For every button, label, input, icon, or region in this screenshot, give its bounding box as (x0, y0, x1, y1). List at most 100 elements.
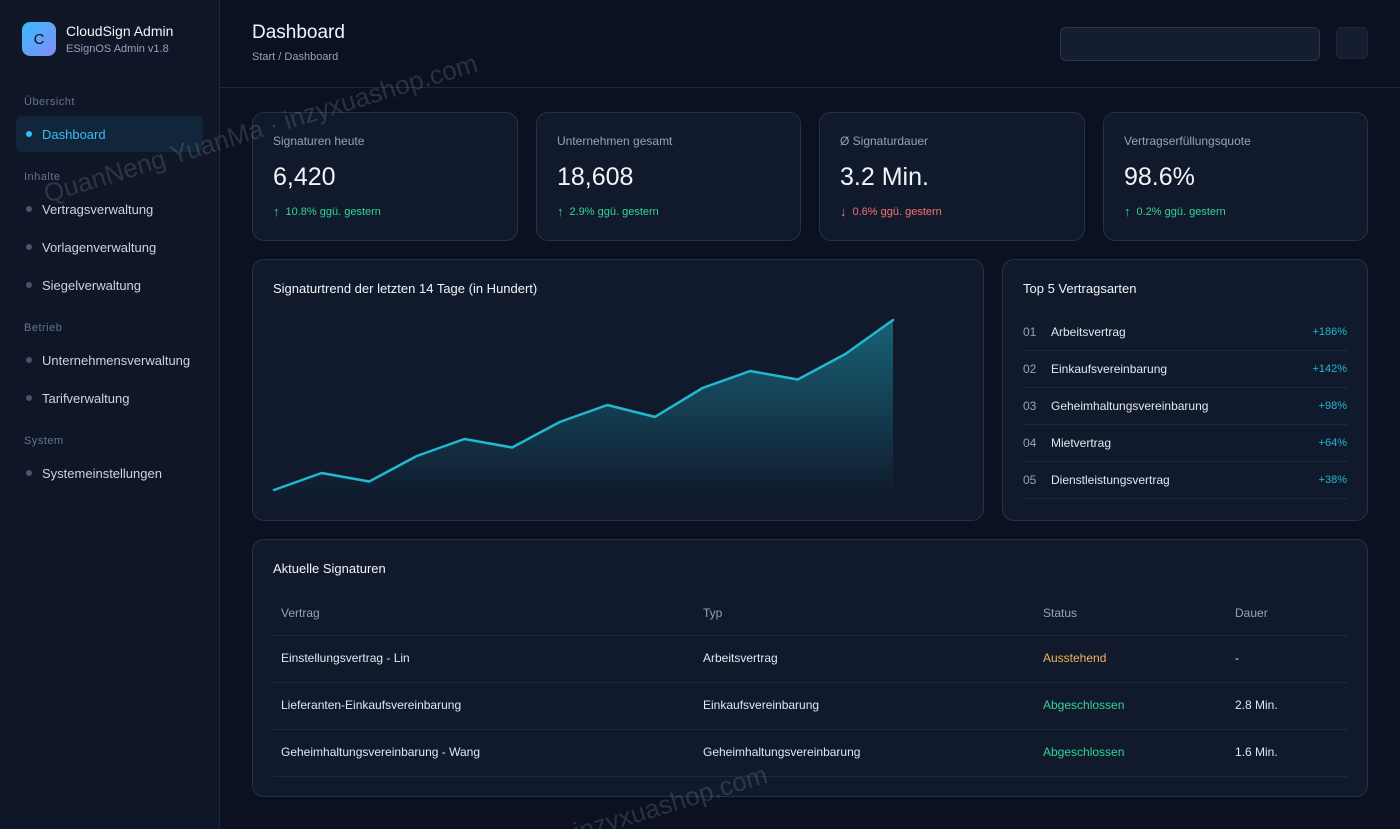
column-header-duration[interactable]: Dauer (1235, 606, 1268, 620)
user-menu-button[interactable] (1336, 27, 1368, 59)
list-item[interactable]: 02 Einkaufsvereinbarung +142% (1023, 351, 1347, 388)
kpi-label: Ø Signaturdauer (840, 134, 929, 148)
brand-text: CloudSign Admin ESignOS Admin v1.8 (66, 22, 173, 56)
kpi-trend-text: 0.6% ggü. gestern (852, 205, 942, 218)
sidebar-item-label: Tarifverwaltung (42, 390, 130, 406)
sidebar-item-label: Dashboard (42, 126, 106, 142)
kpi-label: Vertragserfüllungsquote (1124, 134, 1251, 148)
search-input[interactable] (1060, 27, 1320, 61)
trend-chart-card: Signaturtrend der letzten 14 Tage (in Hu… (252, 259, 984, 521)
sidebar-item-label: Systemeinstellungen (42, 465, 162, 481)
cell-type: Einkaufsvereinbarung (703, 698, 820, 712)
bullet-icon (26, 470, 32, 476)
kpi-trend: ↑ 10.8% ggü. gestern (273, 204, 381, 219)
bullet-icon (26, 244, 32, 250)
column-header-status[interactable]: Status (1043, 606, 1078, 620)
top5-rank: 02 (1023, 362, 1037, 376)
arrow-up-icon: ↑ (557, 204, 564, 219)
page-title: Dashboard (252, 22, 345, 43)
brand-name: CloudSign Admin (66, 23, 174, 39)
bullet-icon (26, 206, 32, 212)
chart-title: Signaturtrend der letzten 14 Tage (in Hu… (273, 281, 538, 296)
kpi-value: 18,608 (557, 163, 634, 191)
top5-rank: 03 (1023, 399, 1037, 413)
nav-section-operations: Betrieb (24, 322, 63, 334)
top5-value: +38% (1318, 474, 1347, 486)
top5-rank: 05 (1023, 473, 1037, 487)
divider (273, 635, 1347, 636)
sidebar-item-unternehmensverwaltung[interactable]: Unternehmensverwaltung (16, 342, 203, 378)
topbar: Dashboard Start / Dashboard (220, 0, 1400, 88)
list-item[interactable]: 03 Geheimhaltungsvereinbarung +98% (1023, 388, 1347, 425)
column-header-type[interactable]: Typ (703, 606, 723, 620)
top5-value: +186% (1312, 326, 1347, 338)
nav-section-overview: Übersicht (24, 96, 75, 108)
cell-contract: Lieferanten-Einkaufsvereinbarung (281, 698, 462, 712)
nav-section-content: Inhalte (24, 171, 61, 183)
list-item[interactable]: 01 Arbeitsvertrag +186% (1023, 314, 1347, 351)
table-title: Aktuelle Signaturen (273, 561, 386, 576)
bullet-icon (26, 357, 32, 363)
cell-type: Geheimhaltungsvereinbarung (703, 745, 861, 759)
divider (273, 682, 1347, 683)
top5-name: Einkaufsvereinbarung (1051, 362, 1168, 376)
kpi-trend: ↑ 2.9% ggü. gestern (557, 204, 659, 219)
kpi-value: 6,420 (273, 163, 336, 191)
sidebar-item-label: Vertragsverwaltung (42, 201, 154, 217)
cell-contract: Einstellungsvertrag - Lin (281, 651, 410, 665)
breadcrumb[interactable]: Start / Dashboard (252, 51, 339, 63)
sidebar-item-vorlagenverwaltung[interactable]: Vorlagenverwaltung (16, 229, 203, 265)
cell-duration: 1.6 Min. (1235, 745, 1278, 759)
top5-value: +64% (1318, 437, 1347, 449)
kpi-trend: ↑ 0.2% ggü. gestern (1124, 204, 1226, 219)
cell-duration: 2.8 Min. (1235, 698, 1278, 712)
nav-section-system: System (24, 435, 64, 447)
top5-name: Geheimhaltungsvereinbarung (1051, 399, 1209, 413)
kpi-card-companies-total: Unternehmen gesamt 18,608 ↑ 2.9% ggü. ge… (536, 112, 801, 241)
sidebar-item-label: Vorlagenverwaltung (42, 239, 157, 255)
kpi-trend-text: 10.8% ggü. gestern (285, 205, 381, 218)
kpi-card-fulfillment-rate: Vertragserfüllungsquote 98.6% ↑ 0.2% ggü… (1103, 112, 1368, 241)
divider (273, 776, 1347, 777)
brand[interactable]: C CloudSign Admin ESignOS Admin v1.8 (22, 22, 173, 56)
cell-contract: Geheimhaltungsvereinbarung - Wang (281, 745, 481, 759)
status-badge: Abgeschlossen (1043, 745, 1125, 759)
kpi-trend: ↓ 0.6% ggü. gestern (840, 204, 942, 219)
bullet-icon (26, 282, 32, 288)
kpi-card-signatures-today: Signaturen heute 6,420 ↑ 10.8% ggü. gest… (252, 112, 518, 241)
sidebar-item-vertragsverwaltung[interactable]: Vertragsverwaltung (16, 191, 203, 227)
sidebar-item-dashboard[interactable]: Dashboard (16, 116, 203, 152)
arrow-up-icon: ↑ (1124, 204, 1131, 219)
sidebar-item-label: Unternehmensverwaltung (42, 352, 191, 368)
kpi-value: 3.2 Min. (840, 163, 929, 191)
top5-name: Dienstleistungsvertrag (1051, 473, 1170, 487)
status-badge: Abgeschlossen (1043, 698, 1125, 712)
top5-card: Top 5 Vertragsarten 01 Arbeitsvertrag +1… (1002, 259, 1368, 521)
cell-duration: - (1235, 651, 1239, 665)
top5-rank: 04 (1023, 436, 1037, 450)
top5-title: Top 5 Vertragsarten (1023, 281, 1137, 296)
kpi-value: 98.6% (1124, 163, 1195, 191)
top5-name: Mietvertrag (1051, 436, 1112, 450)
status-badge: Ausstehend (1043, 651, 1107, 665)
top5-value: +98% (1318, 400, 1347, 412)
sidebar: C CloudSign Admin ESignOS Admin v1.8 Übe… (0, 0, 220, 829)
brand-logo: C (22, 22, 56, 56)
kpi-label: Signaturen heute (273, 134, 365, 148)
recent-signatures-card: Aktuelle Signaturen Vertrag Typ Status D… (252, 539, 1368, 797)
column-header-contract[interactable]: Vertrag (281, 606, 320, 620)
top5-rank: 01 (1023, 325, 1037, 339)
sidebar-item-label: Siegelverwaltung (42, 277, 142, 293)
sidebar-item-tarifverwaltung[interactable]: Tarifverwaltung (16, 380, 203, 416)
arrow-down-icon: ↓ (840, 204, 847, 219)
brand-version: ESignOS Admin v1.8 (66, 43, 169, 55)
list-item[interactable]: 04 Mietvertrag +64% (1023, 425, 1347, 462)
bullet-icon (26, 131, 32, 137)
list-item[interactable]: 05 Dienstleistungsvertrag +38% (1023, 462, 1347, 499)
cell-type: Arbeitsvertrag (703, 651, 778, 665)
divider (273, 729, 1347, 730)
bullet-icon (26, 395, 32, 401)
kpi-trend-text: 2.9% ggü. gestern (569, 205, 659, 218)
sidebar-item-systemeinstellungen[interactable]: Systemeinstellungen (16, 455, 203, 491)
sidebar-item-siegelverwaltung[interactable]: Siegelverwaltung (16, 267, 203, 303)
